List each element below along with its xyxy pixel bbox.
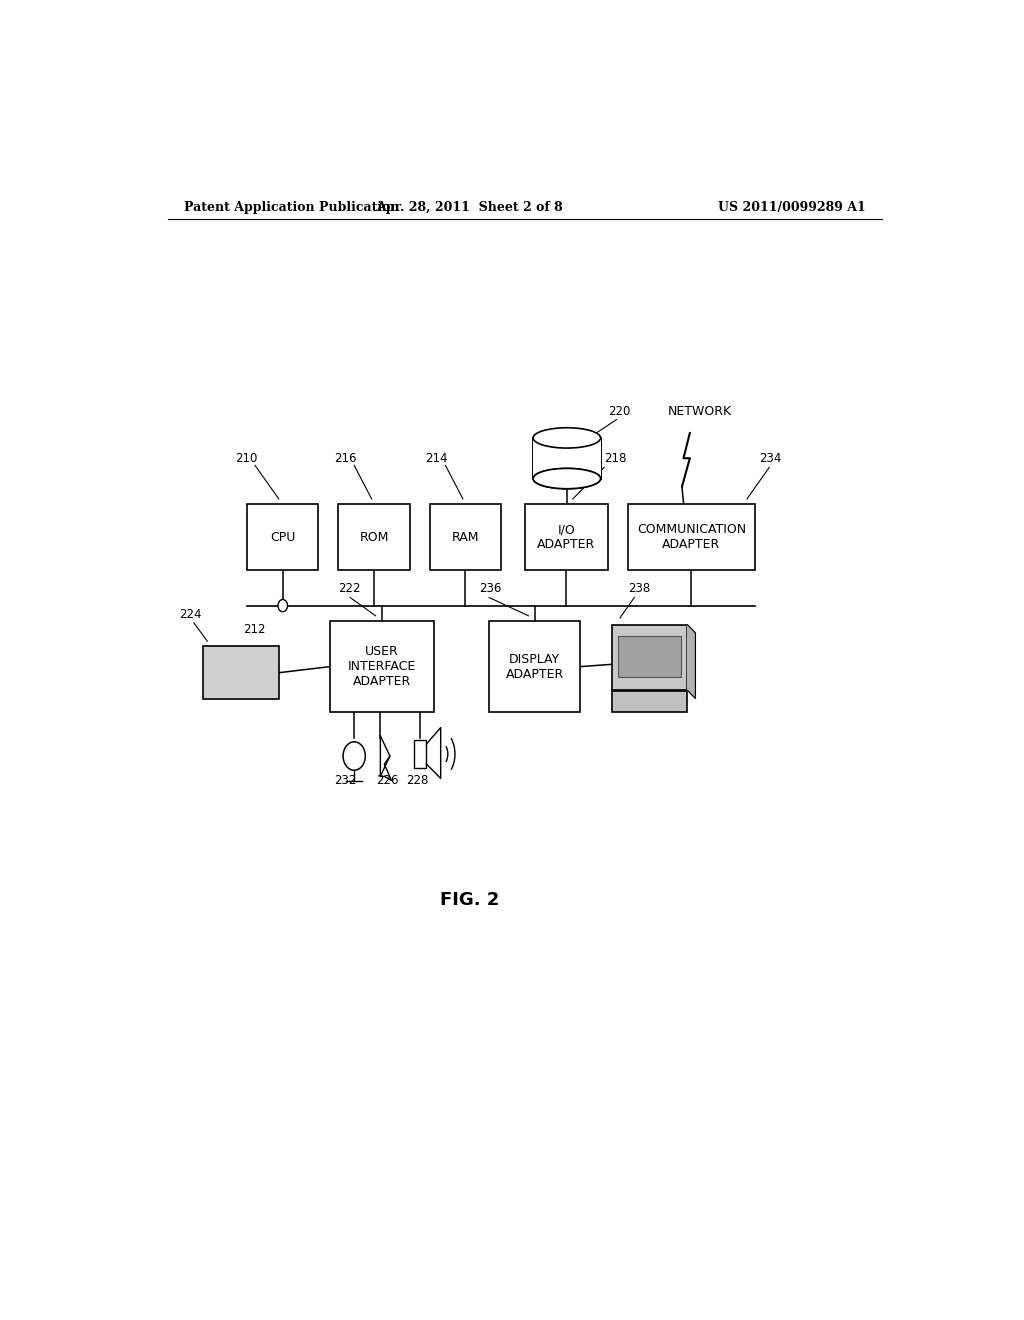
Text: 236: 236 xyxy=(479,582,502,595)
Circle shape xyxy=(278,599,288,611)
Bar xyxy=(628,504,755,570)
Bar xyxy=(612,692,687,713)
Text: I/O
ADAPTER: I/O ADAPTER xyxy=(538,523,596,550)
Bar xyxy=(524,504,608,570)
Text: US 2011/0099289 A1: US 2011/0099289 A1 xyxy=(718,201,866,214)
Text: Patent Application Publication: Patent Application Publication xyxy=(183,201,399,214)
Bar xyxy=(430,504,501,570)
Text: 224: 224 xyxy=(179,609,202,620)
Text: 238: 238 xyxy=(628,582,650,595)
Text: CPU: CPU xyxy=(270,531,296,544)
Ellipse shape xyxy=(534,469,601,488)
Text: 216: 216 xyxy=(334,453,356,466)
Text: RAM: RAM xyxy=(452,531,479,544)
Text: 218: 218 xyxy=(604,453,627,466)
Text: 212: 212 xyxy=(243,623,265,636)
Text: COMMUNICATION
ADAPTER: COMMUNICATION ADAPTER xyxy=(637,523,746,550)
Ellipse shape xyxy=(534,428,601,447)
Bar xyxy=(489,620,581,713)
Text: NETWORK: NETWORK xyxy=(668,405,732,417)
Bar xyxy=(414,739,426,768)
Text: ROM: ROM xyxy=(359,531,389,544)
Bar xyxy=(204,647,279,700)
Text: 210: 210 xyxy=(236,453,257,466)
Bar xyxy=(618,636,681,677)
Text: 232: 232 xyxy=(334,774,356,787)
Text: 220: 220 xyxy=(608,405,631,417)
Bar xyxy=(612,624,687,690)
Polygon shape xyxy=(687,624,695,698)
Text: 234: 234 xyxy=(759,453,781,466)
Bar xyxy=(247,504,318,570)
Bar xyxy=(534,438,601,479)
Bar xyxy=(338,504,410,570)
Text: 228: 228 xyxy=(406,774,428,787)
Text: 214: 214 xyxy=(426,453,449,466)
Text: FIG. 2: FIG. 2 xyxy=(439,891,499,909)
Bar xyxy=(331,620,433,713)
Text: DISPLAY
ADAPTER: DISPLAY ADAPTER xyxy=(506,652,564,681)
Text: Apr. 28, 2011  Sheet 2 of 8: Apr. 28, 2011 Sheet 2 of 8 xyxy=(376,201,562,214)
Circle shape xyxy=(343,742,366,771)
Text: USER
INTERFACE
ADAPTER: USER INTERFACE ADAPTER xyxy=(348,645,416,688)
Text: 226: 226 xyxy=(377,774,399,787)
Text: 222: 222 xyxy=(338,582,360,595)
Ellipse shape xyxy=(534,469,601,488)
